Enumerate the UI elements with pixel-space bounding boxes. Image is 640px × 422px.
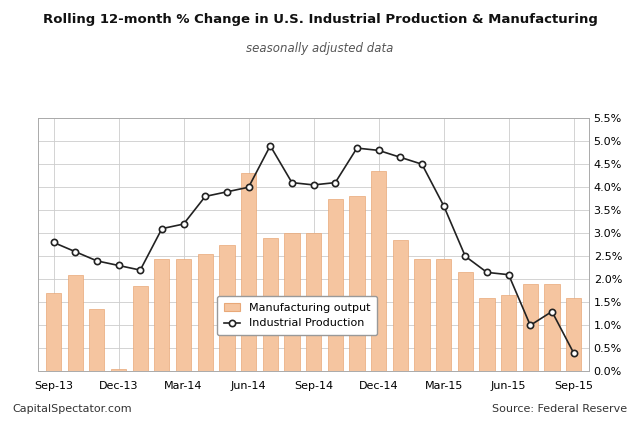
Bar <box>436 259 451 371</box>
Bar <box>349 196 365 371</box>
Bar <box>328 199 343 371</box>
Bar <box>111 369 126 371</box>
Bar <box>90 309 104 371</box>
Bar <box>284 233 300 371</box>
Bar <box>458 272 473 371</box>
Bar <box>566 298 581 371</box>
Bar <box>371 171 386 371</box>
Text: Source: Federal Reserve: Source: Federal Reserve <box>492 403 627 414</box>
Bar <box>479 298 495 371</box>
Text: CapitalSpectator.com: CapitalSpectator.com <box>13 403 132 414</box>
Bar <box>523 284 538 371</box>
Bar <box>132 286 148 371</box>
Text: Rolling 12-month % Change in U.S. Industrial Production & Manufacturing: Rolling 12-month % Change in U.S. Indust… <box>43 13 597 26</box>
Bar <box>220 245 234 371</box>
Bar <box>306 233 321 371</box>
Bar <box>176 259 191 371</box>
Bar <box>241 173 256 371</box>
Text: seasonally adjusted data: seasonally adjusted data <box>246 42 394 55</box>
Bar <box>262 238 278 371</box>
Bar <box>154 259 170 371</box>
Bar <box>393 240 408 371</box>
Bar <box>501 295 516 371</box>
Bar <box>198 254 213 371</box>
Bar <box>46 293 61 371</box>
Legend: Manufacturing output, Industrial Production: Manufacturing output, Industrial Product… <box>217 296 378 335</box>
Bar <box>414 259 429 371</box>
Bar <box>68 275 83 371</box>
Bar <box>545 284 559 371</box>
